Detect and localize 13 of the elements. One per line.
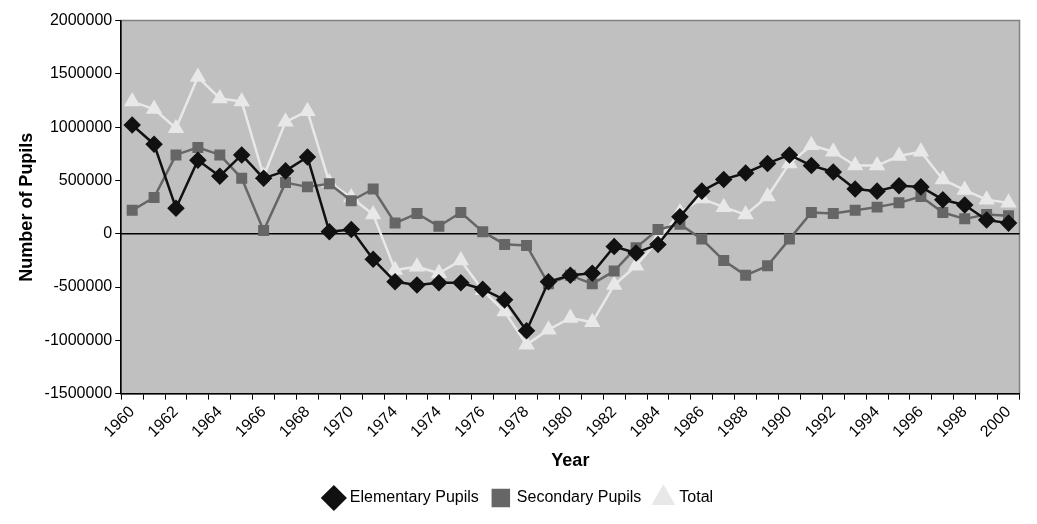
- y-tick-label: -1500000: [44, 384, 113, 402]
- x-axis-title: Year: [551, 450, 590, 471]
- y-tick-label: -500000: [53, 277, 113, 295]
- legend-label: Total: [679, 488, 714, 506]
- y-tick-label: 2000000: [49, 11, 113, 29]
- y-tick-label: 500000: [58, 170, 113, 188]
- legend-label: Secondary Pupils: [516, 488, 642, 506]
- y-tick-label: 1500000: [49, 64, 113, 82]
- y-tick-label: -1000000: [44, 330, 113, 348]
- y-tick-label: 1000000: [49, 117, 113, 135]
- legend-label: Elementary Pupils: [349, 488, 479, 506]
- y-tick-label: 0: [103, 224, 113, 242]
- y-axis-title: Number of Pupils: [15, 132, 36, 282]
